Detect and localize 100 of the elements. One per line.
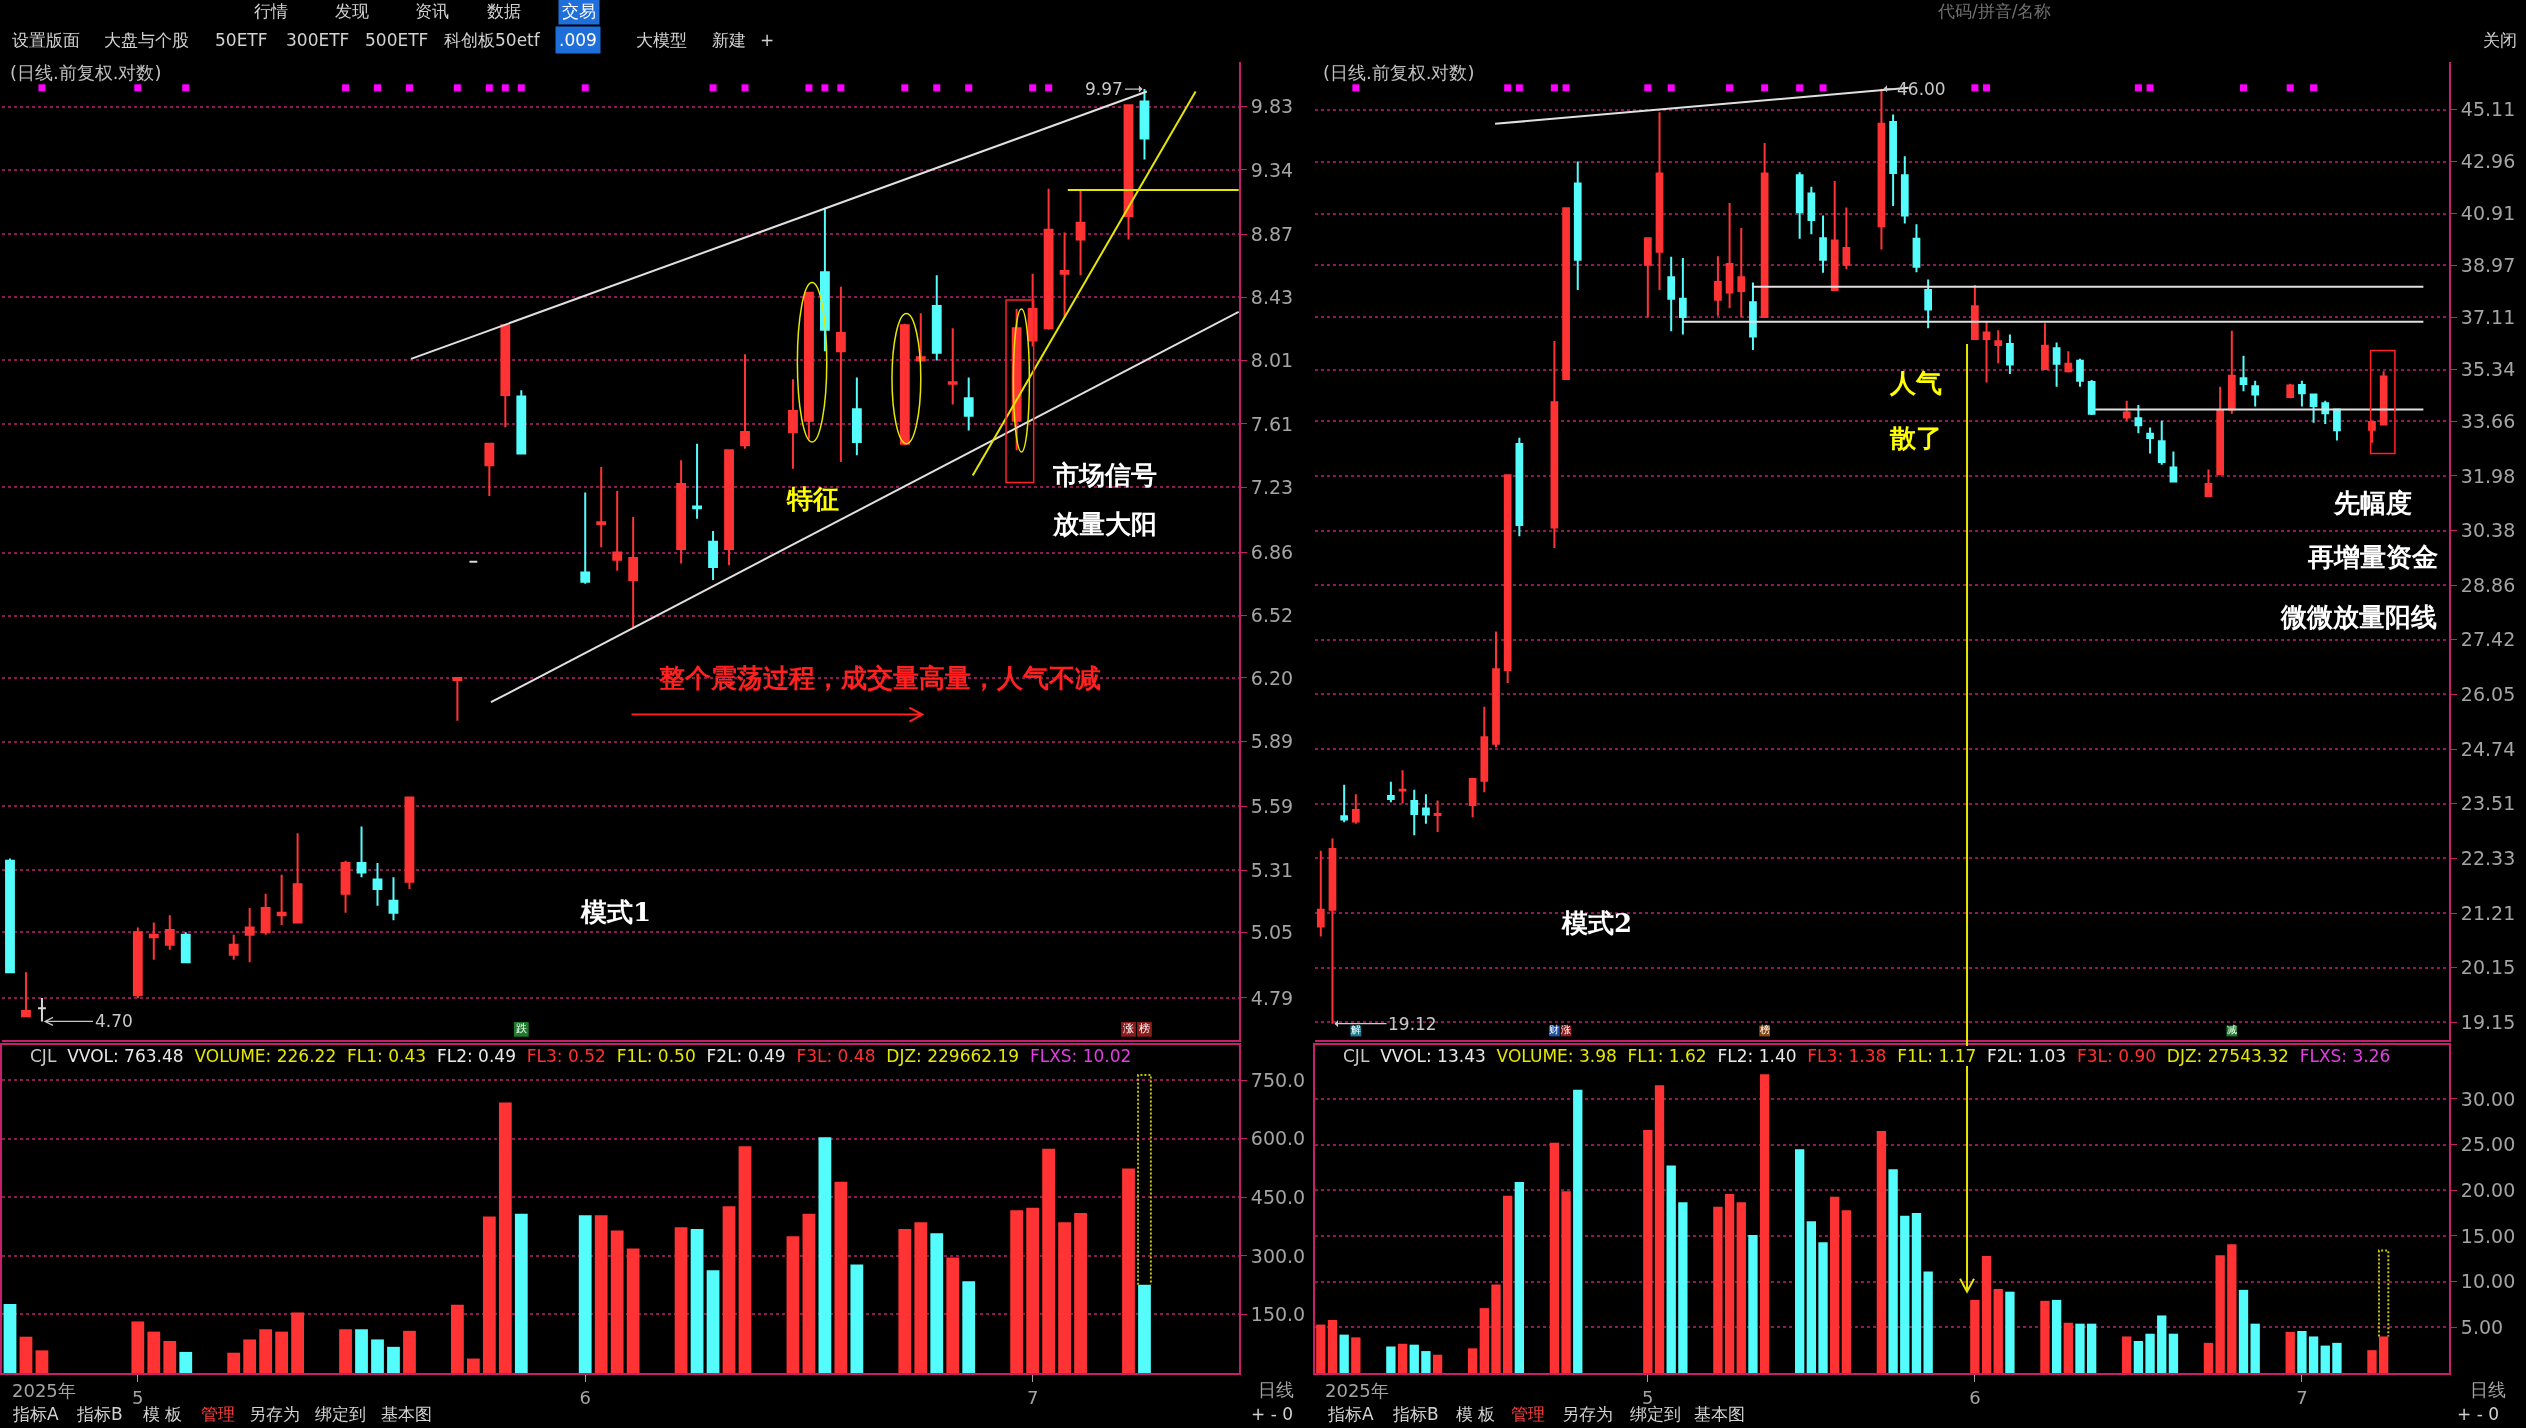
candlestick <box>612 489 623 572</box>
bar <box>930 1233 944 1373</box>
candlestick <box>1573 160 1582 291</box>
chart-title: CJL VVOL: 763.48 VOLUME: 226.22 FL1: 0.43 FL2: 0.49 FL3: 0.52 F1L: 0.50 F2L: 0.49 F3L: 0.48 DJZ: 229662.19 FLXS: 10.02 <box>30 1046 1132 1066</box>
y-tick-label: 25.00 <box>2460 1133 2516 1156</box>
bar <box>962 1281 976 1373</box>
text: 另存为 <box>249 1404 300 1424</box>
candlestick <box>2064 350 2073 374</box>
candlestick <box>388 876 399 922</box>
text: 大模型 <box>636 30 687 50</box>
candlestick <box>276 873 287 927</box>
bar <box>1351 1337 1361 1373</box>
bar <box>1678 1202 1688 1373</box>
bar <box>1993 1288 2003 1373</box>
bar <box>1327 1320 1338 1373</box>
candlestick <box>21 971 31 1018</box>
candlestick <box>1643 237 1652 319</box>
text: 指标A <box>1327 1404 1374 1424</box>
y-tick-label: 7.23 <box>1250 476 1294 499</box>
candlestick <box>37 996 47 1023</box>
candlestick <box>2204 468 2213 498</box>
bar <box>1058 1222 1071 1373</box>
bar <box>387 1346 400 1373</box>
bar <box>914 1222 928 1373</box>
candlestick <box>2076 357 2084 388</box>
candlestick <box>244 907 255 964</box>
y-tick-label: 30.38 <box>2460 519 2516 542</box>
y-tick-label: 23.51 <box>2460 792 2516 815</box>
text: 代码/拼音/名称 <box>1937 1 2052 21</box>
bar <box>2145 1333 2155 1373</box>
bar <box>1432 1354 1443 1373</box>
bar <box>2157 1315 2167 1373</box>
bar <box>243 1339 257 1373</box>
candlestick <box>228 933 239 961</box>
y-tick-label: 38.97 <box>2460 254 2516 277</box>
y-tick-label: 300.0 <box>1250 1244 1306 1267</box>
text: 另存为 <box>1562 1404 1613 1424</box>
bar <box>1561 1191 1571 1373</box>
candlestick <box>835 285 846 463</box>
candlestick <box>516 389 527 455</box>
candlestick <box>1842 206 1851 271</box>
candlestick <box>260 892 271 936</box>
candlestick <box>1994 329 2003 365</box>
bar <box>451 1304 464 1373</box>
candlestick <box>164 914 175 951</box>
text: 科创板50etf <box>444 30 541 50</box>
bar <box>2051 1299 2062 1373</box>
candlestick <box>931 274 942 362</box>
text: 设置版面 <box>12 30 80 50</box>
bar <box>1830 1196 1840 1373</box>
data-label: 榜 <box>1138 1022 1150 1036</box>
bar <box>514 1213 528 1373</box>
bar <box>1479 1308 1489 1373</box>
candlestick <box>2134 404 2143 435</box>
data-label: 涨 <box>1561 1024 1572 1036</box>
candlestick <box>1737 227 1746 319</box>
bar <box>1467 1348 1478 1373</box>
candlestick <box>5 857 15 974</box>
bar <box>1888 1169 1898 1373</box>
annotation: 先幅度 <box>2333 488 2412 518</box>
x-tick-label: 7 <box>2296 1386 2308 1408</box>
candlestick <box>963 376 974 432</box>
bar <box>2005 1291 2015 1373</box>
candlestick <box>596 466 607 549</box>
candlestick <box>899 322 910 447</box>
candlestick <box>628 515 639 629</box>
candlestick <box>676 459 687 565</box>
bar <box>1759 1074 1770 1373</box>
text: 绑定到 <box>315 1404 366 1424</box>
text: 300ETF <box>286 30 350 50</box>
candlestick <box>1410 788 1419 837</box>
bar <box>2040 1300 2050 1373</box>
candlestick <box>1679 257 1687 336</box>
bar <box>1736 1202 1746 1373</box>
x-tick-label: 6 <box>1969 1386 1981 1408</box>
candlestick <box>1655 111 1664 291</box>
y-tick-label: 20.00 <box>2460 1178 2516 1201</box>
y-tick-label: 9.34 <box>1250 158 1294 181</box>
bar <box>2378 1336 2389 1373</box>
candlestick <box>2333 408 2341 442</box>
candlestick <box>2286 382 2295 400</box>
bar <box>1339 1334 1349 1373</box>
bar <box>3 1303 17 1373</box>
annotation: 特征 <box>786 484 839 514</box>
bar <box>355 1329 368 1373</box>
y-tick-label: 750.0 <box>1250 1068 1306 1091</box>
y-tick-label: 19.15 <box>2460 1010 2516 1033</box>
bar <box>1026 1207 1040 1373</box>
candlestick <box>819 206 830 353</box>
text: 日线 <box>1258 1379 1294 1400</box>
candlestick <box>1900 155 1909 225</box>
candlestick <box>1889 113 1897 208</box>
y-tick-label: 6.20 <box>1250 666 1294 689</box>
bar <box>578 1215 592 1373</box>
annotation: 再增量资金 <box>2307 542 2438 572</box>
bar <box>706 1270 720 1373</box>
bar <box>1841 1210 1852 1373</box>
text: 500ETF <box>365 30 429 50</box>
bar <box>339 1329 352 1373</box>
candlestick <box>708 530 718 581</box>
